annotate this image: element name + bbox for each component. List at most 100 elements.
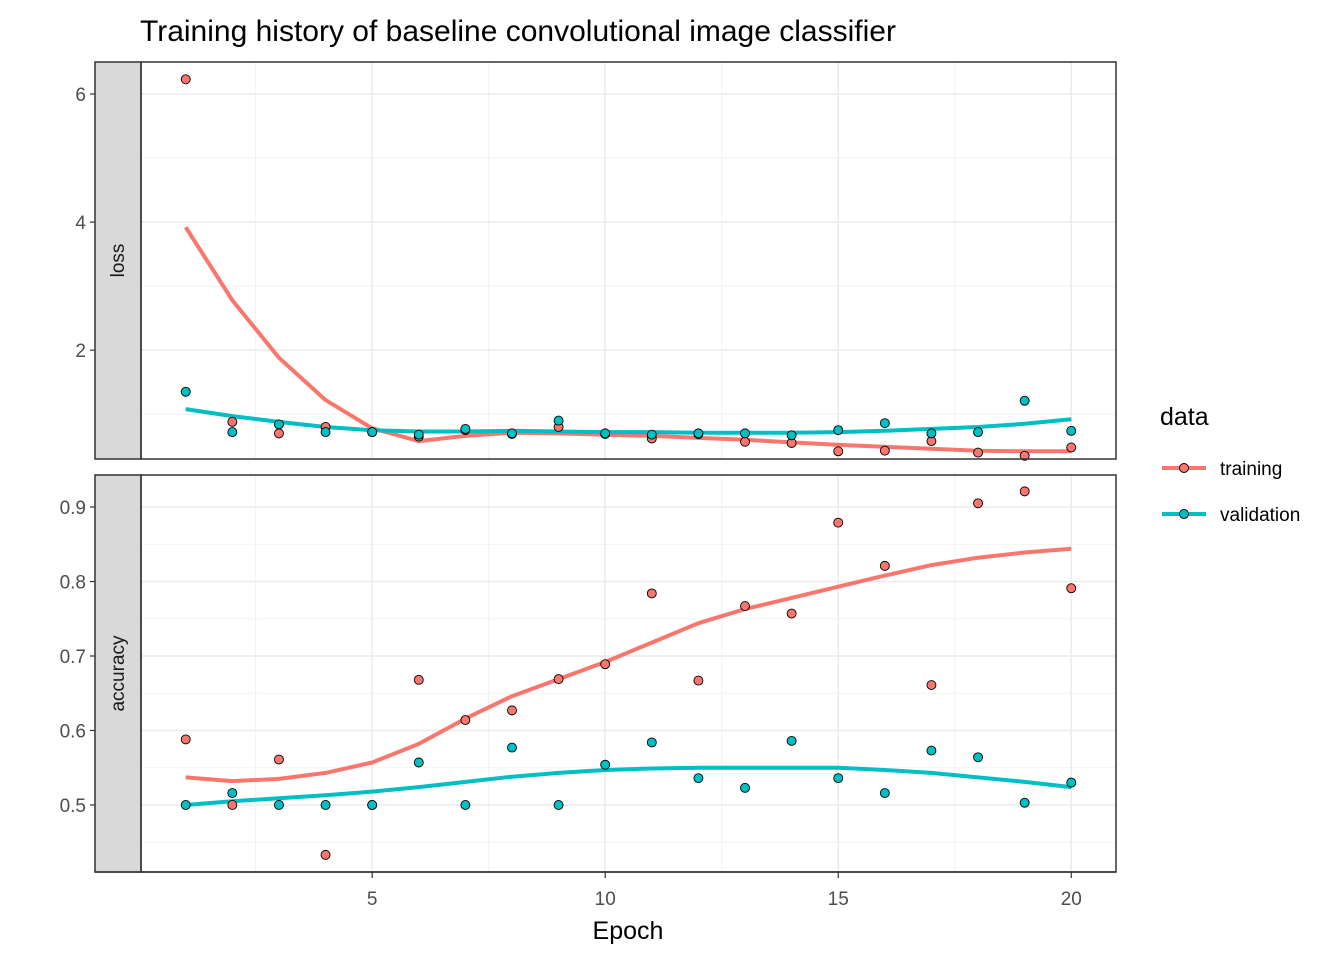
legend-entries: training validation bbox=[1162, 459, 1300, 526]
point-validation bbox=[833, 773, 844, 784]
point-validation bbox=[507, 742, 517, 753]
y-tick-label: 0.9 bbox=[60, 498, 86, 519]
point-validation bbox=[180, 386, 191, 397]
smooth-line-validation bbox=[185, 407, 1072, 435]
point-validation bbox=[1066, 777, 1077, 788]
y-tick-label: 0.8 bbox=[60, 573, 86, 594]
point-training bbox=[1066, 442, 1077, 453]
y-tick-label: 4 bbox=[75, 213, 86, 234]
point-training bbox=[646, 588, 657, 599]
point-validation bbox=[227, 788, 238, 798]
point-validation bbox=[320, 427, 331, 438]
point-validation bbox=[460, 800, 471, 810]
y-tick-label: 2 bbox=[75, 341, 86, 362]
point-validation bbox=[180, 800, 191, 810]
facet-strip bbox=[94, 474, 142, 873]
point-validation bbox=[460, 423, 471, 434]
point-validation bbox=[693, 773, 704, 784]
point-training bbox=[320, 849, 331, 860]
point-validation bbox=[973, 427, 983, 438]
point-validation bbox=[833, 425, 844, 436]
x-tick-label: 20 bbox=[1061, 889, 1082, 910]
point-validation bbox=[320, 800, 331, 810]
point-training bbox=[973, 447, 983, 458]
point-validation bbox=[740, 782, 750, 793]
point-validation bbox=[413, 429, 424, 440]
y-tick-label: 0.5 bbox=[60, 796, 86, 817]
point-validation bbox=[274, 419, 284, 430]
point-training bbox=[1019, 486, 1030, 497]
point-training bbox=[693, 675, 704, 686]
y-tick-label: 0.7 bbox=[60, 647, 86, 668]
point-validation bbox=[1019, 395, 1030, 406]
point-validation bbox=[740, 428, 750, 439]
smooth-line-training bbox=[185, 546, 1072, 784]
x-axis-title: Epoch bbox=[593, 917, 664, 945]
point-validation bbox=[367, 800, 378, 810]
point-training bbox=[879, 445, 890, 456]
point-training bbox=[833, 446, 844, 457]
facet-strip-label: loss bbox=[108, 244, 129, 278]
point-training bbox=[507, 705, 517, 716]
point-validation bbox=[600, 428, 611, 439]
legend-title: data bbox=[1160, 403, 1209, 431]
y-tick-label: 0.6 bbox=[60, 721, 86, 742]
facet-strip bbox=[94, 61, 142, 460]
smooth-line-validation bbox=[185, 765, 1072, 807]
chart-title: Training history of baseline convolution… bbox=[140, 15, 896, 48]
point-validation bbox=[553, 415, 564, 426]
point-training bbox=[460, 715, 471, 726]
legend-key-point bbox=[1179, 509, 1189, 519]
legend-entry-validation: validation bbox=[1162, 505, 1300, 526]
point-validation bbox=[646, 737, 657, 748]
point-validation bbox=[926, 428, 937, 439]
point-training bbox=[227, 800, 238, 810]
legend: data training validation bbox=[1160, 403, 1300, 526]
point-validation bbox=[693, 428, 704, 439]
point-training bbox=[600, 659, 611, 670]
legend-label: validation bbox=[1220, 505, 1300, 526]
x-tick-label: 10 bbox=[595, 889, 616, 910]
facet-accuracy: 0.5 0.6 0.7 0.8 0.9 accuracy bbox=[60, 474, 1117, 873]
point-training bbox=[973, 498, 983, 509]
panel-border bbox=[140, 61, 1117, 460]
point-training bbox=[740, 436, 750, 447]
point-validation bbox=[227, 427, 238, 438]
facet-panels: 2 4 6 loss 0.5 0.6 0.7 0.8 0.9 accuracy bbox=[60, 61, 1117, 873]
point-training bbox=[926, 680, 937, 690]
y-tick-label: 6 bbox=[75, 85, 86, 106]
point-validation bbox=[973, 752, 983, 763]
point-training bbox=[786, 608, 797, 619]
point-validation bbox=[926, 745, 937, 756]
x-axis: 5 10 15 20 bbox=[95, 871, 1116, 910]
point-validation bbox=[1066, 425, 1077, 436]
point-training bbox=[1019, 450, 1030, 461]
x-tick-label: 15 bbox=[828, 889, 849, 910]
panel-background bbox=[141, 62, 1116, 459]
legend-label: training bbox=[1220, 459, 1282, 480]
point-training bbox=[879, 560, 890, 571]
facet-loss: 2 4 6 loss bbox=[75, 61, 1117, 461]
x-tick-label: 5 bbox=[367, 889, 378, 910]
panel-background bbox=[141, 475, 1116, 872]
point-training bbox=[413, 674, 424, 685]
legend-entry-training: training bbox=[1162, 459, 1282, 480]
point-training bbox=[553, 674, 564, 685]
point-validation bbox=[553, 800, 564, 810]
smooth-line-training bbox=[184, 226, 1072, 454]
point-training bbox=[180, 74, 191, 85]
point-validation bbox=[879, 788, 890, 798]
point-training bbox=[227, 416, 238, 427]
point-validation bbox=[600, 759, 611, 770]
point-training bbox=[1066, 583, 1077, 594]
point-validation bbox=[786, 735, 797, 746]
point-validation bbox=[646, 429, 657, 440]
point-training bbox=[833, 517, 844, 528]
point-validation bbox=[879, 418, 890, 429]
point-training bbox=[274, 428, 284, 439]
facet-strip-label: accuracy bbox=[108, 635, 129, 712]
point-validation bbox=[413, 757, 424, 768]
legend-key-point bbox=[1179, 463, 1189, 473]
point-validation bbox=[274, 800, 284, 810]
